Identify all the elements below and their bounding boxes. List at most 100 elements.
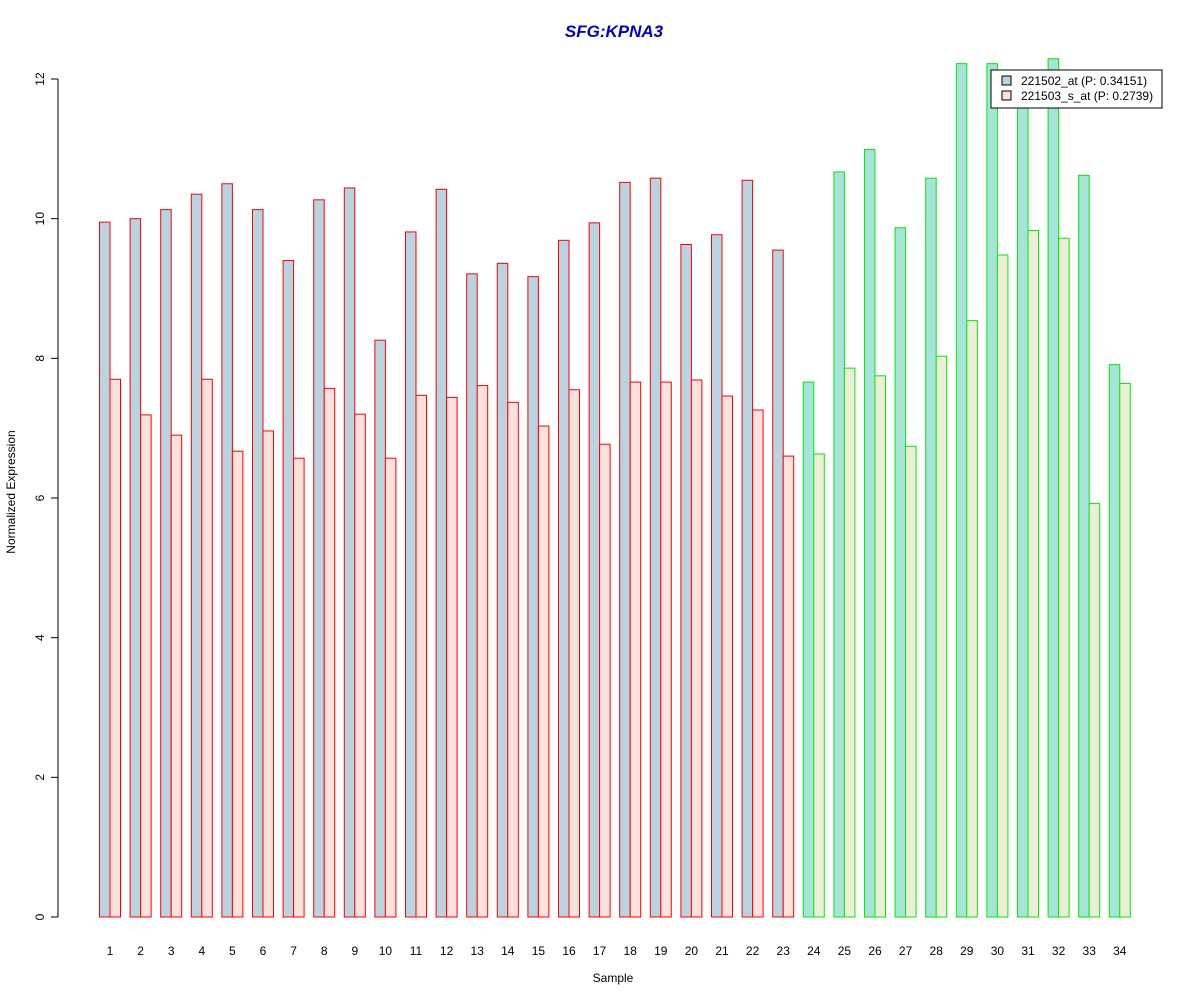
bar-series-1-sample-20: [680, 244, 692, 918]
bar-series-1-sample-15: [527, 276, 539, 918]
legend-box: [990, 69, 1163, 109]
legend-swatch-series-1: [1001, 75, 1012, 86]
x-tick-label: 10: [379, 944, 393, 958]
x-tick-label: 21: [715, 944, 729, 958]
bar-series-1-sample-10: [374, 339, 386, 918]
bar-series-1-sample-14: [496, 262, 509, 918]
y-tick-label: 2: [33, 774, 47, 781]
bar-series-2-sample-19: [660, 381, 672, 918]
bar-series-1-sample-17: [588, 222, 601, 918]
x-tick-label: 19: [654, 944, 668, 958]
bar-series-1-sample-12: [435, 188, 448, 918]
bar-series-2-sample-27: [905, 445, 917, 918]
bar-series-1-sample-23: [772, 249, 784, 918]
x-tick-label: 16: [562, 944, 576, 958]
bar-series-2-sample-17: [599, 443, 611, 918]
bar-series-2-sample-24: [813, 453, 825, 918]
bar-series-2-sample-2: [140, 414, 152, 918]
bar-series-1-sample-18: [619, 181, 631, 918]
legend: 221502_at (P: 0.34151) 221503_s_at (P: 0…: [990, 69, 1163, 109]
legend-swatch-series-2: [1001, 90, 1012, 101]
y-axis-label: Normalized Expression: [4, 430, 18, 553]
bar-series-2-sample-1: [109, 378, 121, 918]
bar-series-1-sample-5: [221, 183, 233, 918]
x-tick-label: 34: [1113, 944, 1127, 958]
x-tick-label: 13: [471, 944, 485, 958]
x-tick-label: 30: [991, 944, 1005, 958]
x-tick-label: 28: [930, 944, 944, 958]
bar-series-1-sample-30: [986, 63, 998, 918]
bar-series-1-sample-25: [833, 171, 845, 918]
bar-series-1-sample-9: [343, 187, 356, 918]
chart-title: SFG:KPNA3: [565, 22, 664, 41]
y-tick-label: 8: [33, 355, 47, 362]
x-tick-label: 31: [1021, 944, 1035, 958]
bar-series-1-sample-11: [405, 231, 417, 918]
y-tick-label: 0: [33, 913, 47, 920]
bar-series-2-sample-6: [262, 430, 274, 918]
bar-series-1-sample-16: [558, 239, 570, 918]
bar-series-2-sample-11: [415, 394, 427, 918]
x-tick-labels: 1 2 3 4 5 6 7 8 9 10 11 12 13 14 15 16 17 18 19 20 21 22 23 24 2…: [107, 944, 1127, 958]
bar-series-2-sample-26: [874, 375, 886, 918]
x-tick-label: 27: [899, 944, 913, 958]
bar-series-2-sample-10: [384, 457, 397, 918]
bar-series-2-sample-12: [446, 396, 458, 918]
x-tick-label: 2: [137, 944, 144, 958]
x-axis-label: Sample: [593, 971, 634, 985]
bar-series-2-sample-31: [1027, 230, 1039, 918]
x-tick-label: 12: [440, 944, 454, 958]
x-tick-label: 7: [290, 944, 297, 958]
y-tick-label: 12: [33, 72, 47, 86]
bar-series-2-sample-4: [201, 378, 213, 918]
bar-series-1-sample-7: [282, 260, 295, 918]
bar-series-2-sample-21: [721, 395, 733, 918]
bar-series-2-sample-16: [568, 389, 580, 918]
bar-series-1-sample-24: [802, 381, 815, 918]
x-tick-label: 3: [168, 944, 175, 958]
bar-series-2-sample-18: [629, 381, 642, 918]
bar-series-1-sample-1: [99, 221, 111, 918]
bar-series-1-sample-29: [955, 63, 968, 918]
bar-series-2-sample-34: [1119, 382, 1131, 918]
bar-series-1-sample-22: [741, 179, 754, 918]
bar-series-2-sample-30: [996, 254, 1009, 918]
x-tick-label: 33: [1083, 944, 1097, 958]
bar-series-2-sample-5: [231, 450, 244, 918]
bar-series-1-sample-31: [1017, 99, 1029, 918]
bar-series-2-sample-7: [293, 457, 305, 918]
bar-series-2-sample-20: [690, 379, 703, 918]
bar-series-1-sample-6: [252, 209, 264, 918]
x-tick-label: 14: [501, 944, 515, 958]
bar-series-2-sample-22: [752, 409, 764, 918]
bar-series-1-sample-13: [466, 273, 478, 918]
bar-series-1-sample-21: [711, 234, 723, 918]
bar-series-1-sample-19: [649, 177, 662, 918]
bar-series-2-sample-29: [966, 320, 978, 918]
bar-series-2-sample-14: [507, 401, 519, 918]
x-tick-label: 32: [1052, 944, 1066, 958]
bar-series-1-sample-4: [190, 193, 203, 918]
y-axis: 0 2 4 6 8 10 12: [33, 72, 59, 920]
bar-series-2-sample-25: [843, 367, 856, 918]
bar-series-1-sample-26: [864, 149, 876, 918]
x-tick-label: 4: [198, 944, 205, 958]
bar-series-2-sample-32: [1058, 237, 1070, 918]
y-tick-label: 10: [33, 212, 47, 226]
bars: [99, 58, 1131, 918]
bar-series-2-sample-33: [1088, 503, 1101, 918]
bar-series-2-sample-13: [476, 385, 489, 918]
bar-series-1-sample-32: [1047, 58, 1060, 918]
bar-series-2-sample-9: [354, 413, 366, 918]
x-tick-label: 20: [685, 944, 699, 958]
bar-series-1-sample-2: [129, 218, 142, 918]
bar-series-2-sample-8: [323, 387, 336, 918]
bar-series-1-sample-34: [1108, 364, 1121, 918]
bar-series-2-sample-15: [537, 425, 550, 918]
x-tick-label: 17: [593, 944, 607, 958]
x-tick-label: 25: [838, 944, 852, 958]
legend-label-series-1: 221502_at (P: 0.34151): [1021, 74, 1147, 88]
bar-series-1-sample-28: [925, 177, 937, 918]
x-tick-label: 8: [321, 944, 328, 958]
bar-series-2-sample-23: [782, 455, 795, 918]
